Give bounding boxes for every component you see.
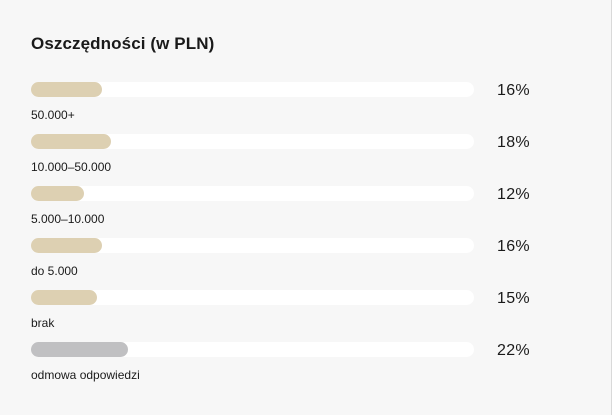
bar-row: 16% 50.000+ [31,82,551,134]
category-label: do 5.000 [31,264,78,278]
bar-track [31,342,474,357]
data-label: 22% [497,342,530,359]
bar [31,238,102,253]
bar [31,82,102,97]
bar-track [31,238,474,253]
bar [31,186,85,201]
data-label: 16% [497,82,530,99]
category-label: 50.000+ [31,108,75,122]
bar [31,134,111,149]
bar-track [31,290,474,305]
data-label: 12% [497,186,530,203]
bar-row: 18% 10.000–50.000 [31,134,551,186]
bar-track [31,186,474,201]
category-label: 10.000–50.000 [31,160,112,174]
bar-row: 22% odmowa odpowiedzi [31,342,551,394]
category-label: 5.000–10.000 [31,212,105,226]
data-label: 18% [497,134,530,151]
category-label: brak [31,316,55,330]
bar-row: 12% 5.000–10.000 [31,186,551,238]
chart-title: Oszczędności (w PLN) [31,34,215,53]
bar-rows: 16% 50.000+ 18% 10.000–50.000 12% 5.000–10.00… [31,82,551,394]
bar-track [31,134,474,149]
data-label: 15% [497,290,530,307]
bar [31,342,129,357]
category-label: odmowa odpowiedzi [31,368,140,382]
bar-row: 16% do 5.000 [31,238,551,290]
bar-row: 15% brak [31,290,551,342]
bar [31,290,98,305]
bar-track [31,82,474,97]
data-label: 16% [497,238,530,255]
